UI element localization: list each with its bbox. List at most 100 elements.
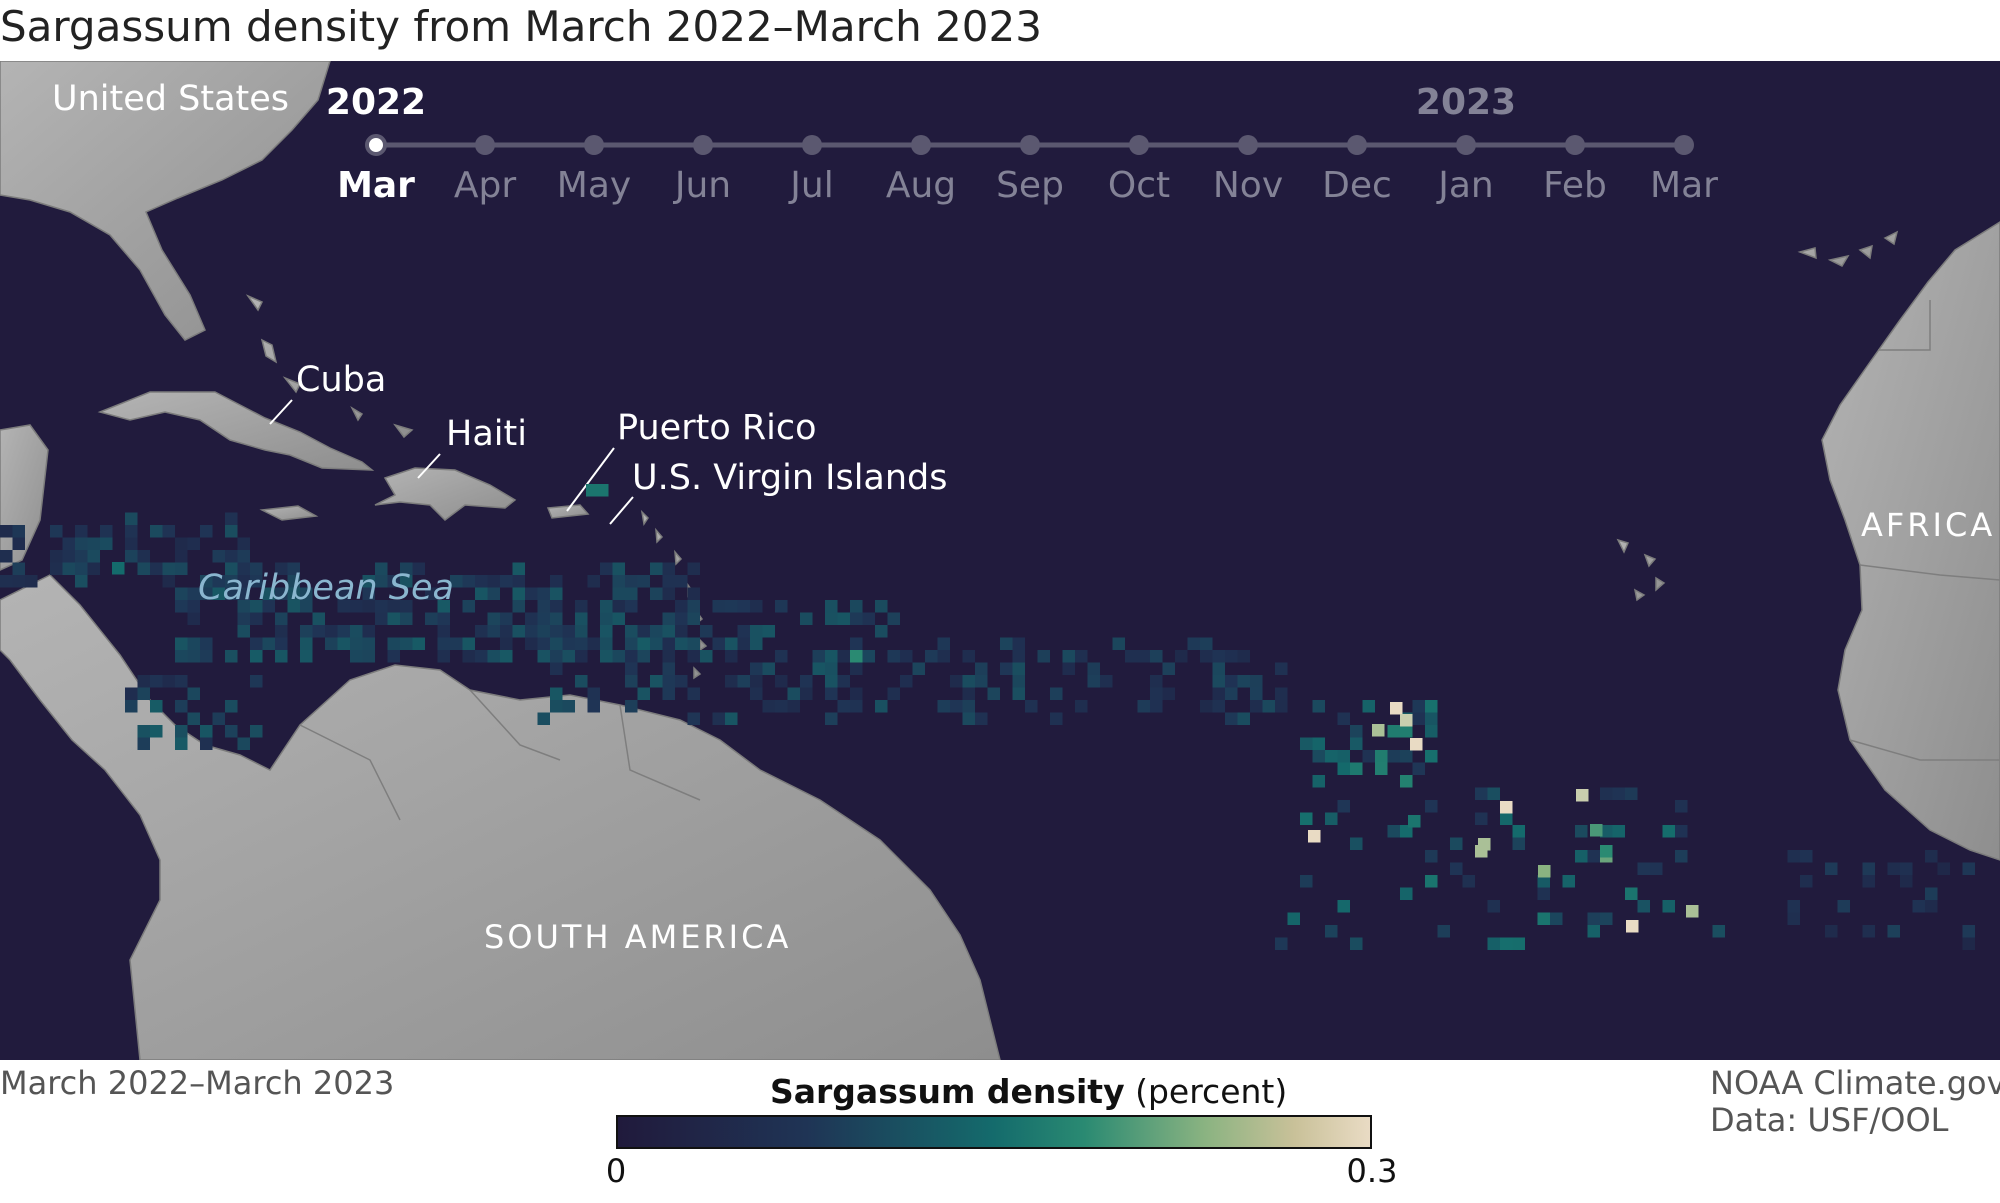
density-cell	[825, 712, 838, 725]
density-cell	[1325, 925, 1338, 938]
timeline-month-6[interactable]: Sep	[996, 165, 1064, 206]
density-cell	[87, 562, 100, 575]
density-cell	[1587, 912, 1600, 925]
land-hispaniola	[374, 467, 517, 521]
density-cell	[575, 612, 588, 625]
density-cell	[525, 637, 538, 650]
density-cell	[1175, 650, 1188, 663]
timeline-month-4[interactable]: Jul	[790, 165, 834, 206]
density-cell	[662, 625, 675, 638]
timeline-dot-7[interactable]	[1129, 135, 1149, 155]
timeline-month-12[interactable]: Mar	[1650, 165, 1718, 206]
density-cell	[362, 575, 375, 588]
timeline-month-2[interactable]: May	[556, 165, 632, 206]
density-cell	[525, 612, 538, 625]
timeline-month-11[interactable]: Feb	[1543, 165, 1607, 206]
density-cell	[737, 637, 750, 650]
density-cell	[637, 650, 650, 663]
timeline-month-3[interactable]: Jun	[674, 165, 732, 206]
density-cell	[637, 575, 650, 588]
density-cell	[437, 600, 450, 613]
land-bahamas	[245, 294, 414, 439]
density-cell	[787, 700, 800, 713]
timeline-dot-9[interactable]	[1347, 135, 1367, 155]
density-cell	[1012, 637, 1025, 650]
density-cell	[1150, 650, 1163, 663]
footer-period: March 2022–March 2023	[0, 1064, 395, 1102]
density-cell	[1825, 862, 1838, 875]
density-cell	[600, 637, 613, 650]
density-cell	[1350, 937, 1363, 950]
timeline-dot-5[interactable]	[911, 135, 931, 155]
density-cell	[1062, 650, 1075, 663]
density-cell	[187, 537, 200, 550]
density-cell	[1312, 750, 1325, 763]
timeline-dot-0[interactable]	[365, 134, 387, 156]
timeline-month-9[interactable]: Dec	[1322, 165, 1392, 206]
density-cell	[1500, 937, 1513, 950]
density-cell	[737, 625, 750, 638]
land-cuba	[97, 391, 375, 471]
timeline-month-8[interactable]: Nov	[1212, 165, 1284, 206]
timeline-month-10[interactable]: Jan	[1438, 165, 1494, 206]
density-cell	[312, 612, 325, 625]
timeline-dot-2[interactable]	[584, 135, 604, 155]
label-haiti: Haiti	[446, 414, 527, 454]
density-cell	[587, 700, 600, 713]
timeline-dot-10[interactable]	[1456, 135, 1476, 155]
density-cell	[775, 650, 788, 663]
density-cell	[437, 650, 450, 663]
density-cell	[362, 625, 375, 638]
land-jamaica	[259, 505, 319, 521]
timeline-month-7[interactable]: Oct	[1107, 165, 1171, 206]
density-cell	[1025, 700, 1038, 713]
density-cell	[600, 650, 613, 663]
density-cell	[250, 575, 263, 588]
density-cell	[1462, 875, 1475, 888]
density-cell	[175, 600, 188, 613]
timeline-dot-8[interactable]	[1238, 135, 1258, 155]
density-cell	[1337, 900, 1350, 913]
density-cell	[1150, 687, 1163, 700]
density-cell	[875, 700, 888, 713]
density-cell	[225, 587, 238, 600]
timeline-dot-4[interactable]	[802, 135, 822, 155]
density-cell	[500, 637, 513, 650]
density-cell	[125, 700, 138, 713]
density-cell	[212, 587, 225, 600]
density-cell	[400, 575, 413, 588]
timeline-dot-6[interactable]	[1020, 135, 1040, 155]
density-cell	[1912, 900, 1925, 913]
timeline-month-1[interactable]: Apr	[453, 165, 517, 206]
density-cell	[337, 625, 350, 638]
density-cell-high	[1590, 824, 1603, 837]
density-cell	[1837, 900, 1850, 913]
density-cell	[200, 525, 213, 538]
timeline-dot-11[interactable]	[1565, 135, 1585, 155]
density-cell	[200, 575, 213, 588]
density-cell	[1387, 725, 1400, 738]
density-cell	[1887, 862, 1900, 875]
density-cell	[1475, 787, 1488, 800]
timeline-month-5[interactable]: Aug	[885, 165, 957, 206]
density-cell	[350, 637, 363, 650]
timeline-dot-1[interactable]	[475, 135, 495, 155]
density-cell	[625, 600, 638, 613]
density-cell	[12, 525, 25, 538]
legend-color-bar	[616, 1115, 1372, 1149]
density-cell	[825, 600, 838, 613]
density-cell	[537, 625, 550, 638]
density-cell	[250, 650, 263, 663]
density-cell	[337, 600, 350, 613]
density-cell	[275, 587, 288, 600]
density-cell	[50, 550, 63, 563]
density-cell	[512, 562, 525, 575]
density-cell	[725, 637, 738, 650]
density-cell	[537, 587, 550, 600]
density-cell	[250, 675, 263, 688]
timeline-dot-12[interactable]	[1674, 135, 1694, 155]
density-cell	[650, 562, 663, 575]
timeline-dot-3[interactable]	[693, 135, 713, 155]
density-cell	[837, 650, 850, 663]
timeline-month-0[interactable]: Mar	[337, 165, 415, 206]
